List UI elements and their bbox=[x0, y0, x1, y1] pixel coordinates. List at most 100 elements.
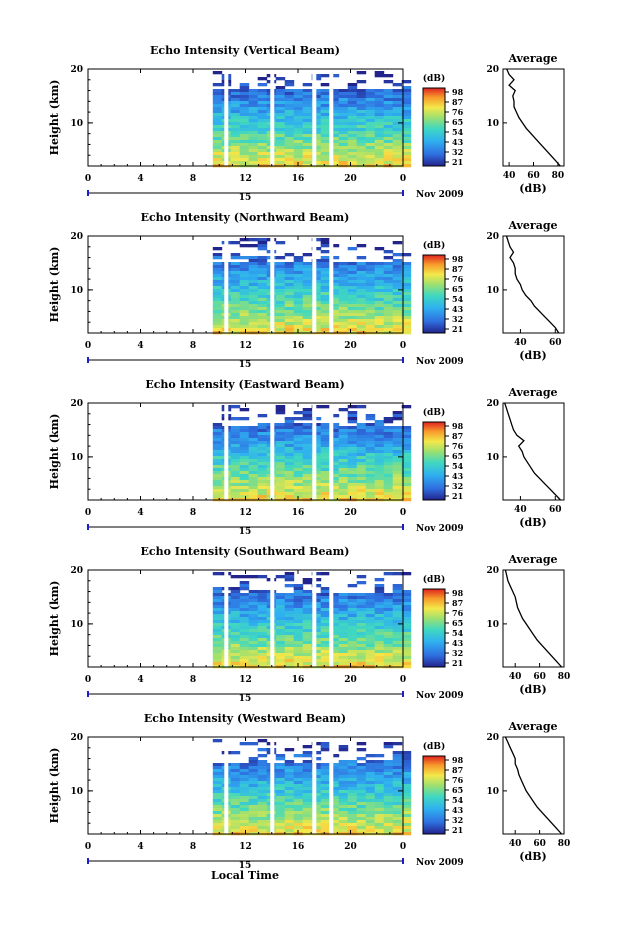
heatmap-cell bbox=[392, 459, 403, 463]
heatmap-cell bbox=[293, 274, 304, 278]
heatmap-cell bbox=[275, 641, 286, 645]
heatmap-cell bbox=[383, 292, 394, 296]
heatmap-cell bbox=[311, 474, 322, 478]
heatmap-cell bbox=[230, 426, 241, 430]
heatmap-cell bbox=[320, 316, 331, 320]
heatmap-cell bbox=[302, 477, 313, 481]
heatmap-cell bbox=[257, 328, 268, 332]
data-gap bbox=[329, 403, 334, 500]
heatmap-cell bbox=[392, 781, 403, 785]
heatmap-cell bbox=[275, 802, 286, 806]
heatmap-cell bbox=[257, 307, 268, 311]
heatmap-cell bbox=[230, 826, 241, 830]
heatmap-cell bbox=[392, 462, 403, 466]
heatmap-cell bbox=[356, 265, 367, 269]
heatmap-cell bbox=[347, 116, 358, 120]
heatmap-cell bbox=[356, 429, 367, 433]
heatmap-cell bbox=[356, 614, 367, 618]
heatmap-cell bbox=[338, 316, 349, 320]
heatmap-cell bbox=[356, 599, 367, 603]
heatmap-cell bbox=[356, 116, 367, 120]
heatmap-cell bbox=[347, 653, 358, 657]
heatmap-cell bbox=[311, 301, 322, 305]
heatmap-cell bbox=[284, 614, 295, 618]
heatmap-cell bbox=[275, 450, 286, 454]
heatmap-cell bbox=[383, 155, 394, 159]
heatmap-cell bbox=[329, 89, 340, 93]
y-tick-label: 20 bbox=[70, 566, 83, 576]
heatmap-cell bbox=[257, 143, 268, 147]
heatmap-cell bbox=[239, 635, 250, 639]
heatmap-cell bbox=[338, 608, 349, 612]
heatmap-cell bbox=[230, 134, 241, 138]
data-gap bbox=[329, 69, 334, 166]
heatmap-cell bbox=[212, 101, 223, 105]
heatmap-cell bbox=[239, 322, 250, 326]
heatmap-cell bbox=[230, 489, 241, 493]
heatmap-cell bbox=[284, 829, 295, 833]
heatmap-cell bbox=[302, 152, 313, 156]
heatmap-cell bbox=[248, 471, 259, 475]
heatmap-cell bbox=[392, 608, 403, 612]
heatmap-cell bbox=[212, 769, 223, 773]
heatmap-cell bbox=[392, 635, 403, 639]
heatmap-cell bbox=[230, 823, 241, 827]
heatmap-cell bbox=[374, 772, 385, 776]
heatmap-cell bbox=[248, 465, 259, 469]
heatmap-cell bbox=[392, 480, 403, 484]
heatmap-cell bbox=[374, 632, 385, 636]
heatmap-cell bbox=[401, 805, 412, 809]
heatmap-cell bbox=[284, 477, 295, 481]
heatmap-cell bbox=[293, 826, 304, 830]
heatmap-cell bbox=[320, 322, 331, 326]
heatmap-cell bbox=[275, 89, 286, 93]
heatmap-cell bbox=[320, 587, 331, 591]
heatmap-cell bbox=[311, 316, 322, 320]
heatmap-cell bbox=[347, 304, 358, 308]
heatmap-cell bbox=[320, 453, 331, 457]
heatmap-cell bbox=[230, 474, 241, 478]
heatmap-cell bbox=[320, 635, 331, 639]
heatmap-cell bbox=[392, 602, 403, 606]
heatmap-cell bbox=[329, 802, 340, 806]
heatmap-cell bbox=[329, 617, 340, 621]
heatmap-cell bbox=[257, 617, 268, 621]
heatmap-cell bbox=[230, 817, 241, 821]
heatmap-cell bbox=[329, 146, 340, 150]
heatmap-cell bbox=[239, 280, 250, 284]
heatmap-cell bbox=[401, 447, 412, 451]
heatmap-cell bbox=[248, 161, 259, 165]
heatmap-cell bbox=[230, 602, 241, 606]
heatmap-cell bbox=[302, 662, 313, 666]
heatmap-cell bbox=[347, 113, 358, 117]
heatmap-cell bbox=[239, 89, 250, 93]
colorbar-tick-label: 65 bbox=[452, 618, 463, 628]
heatmap-cell bbox=[392, 95, 403, 99]
heatmap-cell bbox=[329, 465, 340, 469]
heatmap-cell bbox=[275, 447, 286, 451]
heatmap-cell bbox=[320, 256, 331, 260]
heatmap-cell bbox=[383, 289, 394, 293]
heatmap-cell bbox=[248, 799, 259, 803]
heatmap-cell bbox=[293, 298, 304, 302]
heatmap-cell bbox=[356, 492, 367, 496]
heatmap-cell bbox=[275, 429, 286, 433]
heatmap-cell bbox=[401, 164, 412, 168]
heatmap-cell bbox=[311, 283, 322, 287]
profile-line bbox=[504, 736, 563, 835]
heatmap-cell bbox=[392, 417, 403, 421]
date-label: Nov 2009 bbox=[416, 190, 464, 200]
heatmap-cell bbox=[383, 799, 394, 803]
heatmap-cell bbox=[239, 608, 250, 612]
heatmap-cell bbox=[239, 471, 250, 475]
heatmap-cell bbox=[338, 280, 349, 284]
heatmap-cell bbox=[302, 644, 313, 648]
heatmap-cell bbox=[347, 316, 358, 320]
heatmap-cell bbox=[338, 659, 349, 663]
heatmap-cell bbox=[302, 89, 313, 93]
heatmap-cell bbox=[257, 319, 268, 323]
heatmap-cell bbox=[374, 420, 385, 424]
heatmap-cell bbox=[365, 146, 376, 150]
heatmap-cell bbox=[392, 134, 403, 138]
heatmap-cell bbox=[275, 101, 286, 105]
